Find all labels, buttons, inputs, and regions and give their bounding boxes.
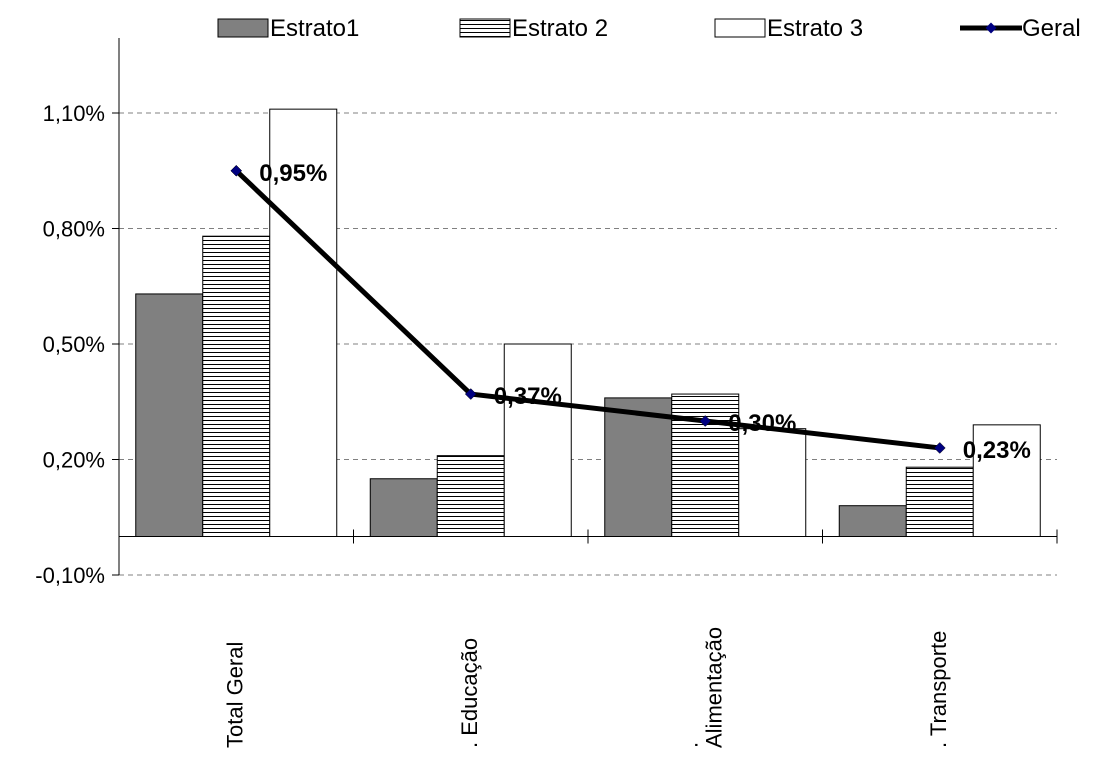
legend-swatch-estrato-2 — [459, 18, 511, 38]
y-tick-label: -0,10% — [35, 563, 105, 588]
bar-estrato-3-alimentacao — [738, 428, 807, 538]
legend-label-estrato1: Estrato1 — [270, 15, 359, 42]
legend-swatch-estrato-3 — [714, 18, 766, 38]
geral-point-marker — [230, 164, 243, 177]
bar-estrato1-total-geral — [135, 293, 204, 538]
category-label-total-geral: Total Geral — [222, 642, 247, 748]
bar-estrato-2-total-geral — [202, 235, 271, 537]
y-tick-label: 0,50% — [43, 332, 105, 357]
bar-estrato1-educacao — [369, 478, 438, 537]
legend-label-geral: Geral — [1022, 15, 1081, 42]
bar-estrato-3-total-geral — [269, 108, 338, 538]
bar-estrato-2-educacao — [436, 455, 505, 537]
category-label-educacao: . Educação — [457, 638, 482, 748]
bar-estrato-3-educacao — [503, 343, 572, 537]
geral-data-label: 0,30% — [728, 410, 796, 437]
legend: Estrato1 Estrato 2 Estrato 3 Geral — [217, 15, 1081, 42]
geral-line — [234, 168, 941, 451]
legend-label-estrato-2: Estrato 2 — [512, 15, 608, 42]
geral-point-marker — [699, 415, 712, 427]
y-tick-label: 1,10% — [43, 101, 105, 126]
geral-point-marker — [933, 442, 946, 454]
geral-data-label: 0,23% — [963, 437, 1031, 464]
category-label-alimentacao: .Alimentação — [677, 627, 726, 748]
legend-swatch-estrato1 — [217, 18, 269, 38]
bar-estrato1-transporte — [838, 505, 907, 538]
category-label-transporte: . Transporte — [926, 631, 951, 748]
geral-data-label: 0,37% — [494, 383, 562, 410]
bar-estrato-3-transporte — [972, 424, 1041, 538]
labels: 1,10% 0,80% 0,50% 0,20% -0,10% Total Geral . E… — [35, 101, 1031, 748]
geral-line-series — [230, 164, 946, 454]
y-tick-label: 0,20% — [43, 448, 105, 473]
bar-estrato-2-transporte — [905, 466, 974, 538]
geral-data-label: 0,95% — [259, 160, 327, 187]
y-tick-label: 0,80% — [43, 217, 105, 242]
geral-point-marker — [464, 388, 477, 400]
bar-estrato1-alimentacao — [604, 397, 673, 537]
legend-marker-geral — [985, 22, 997, 34]
legend-label-estrato-3: Estrato 3 — [767, 15, 863, 42]
